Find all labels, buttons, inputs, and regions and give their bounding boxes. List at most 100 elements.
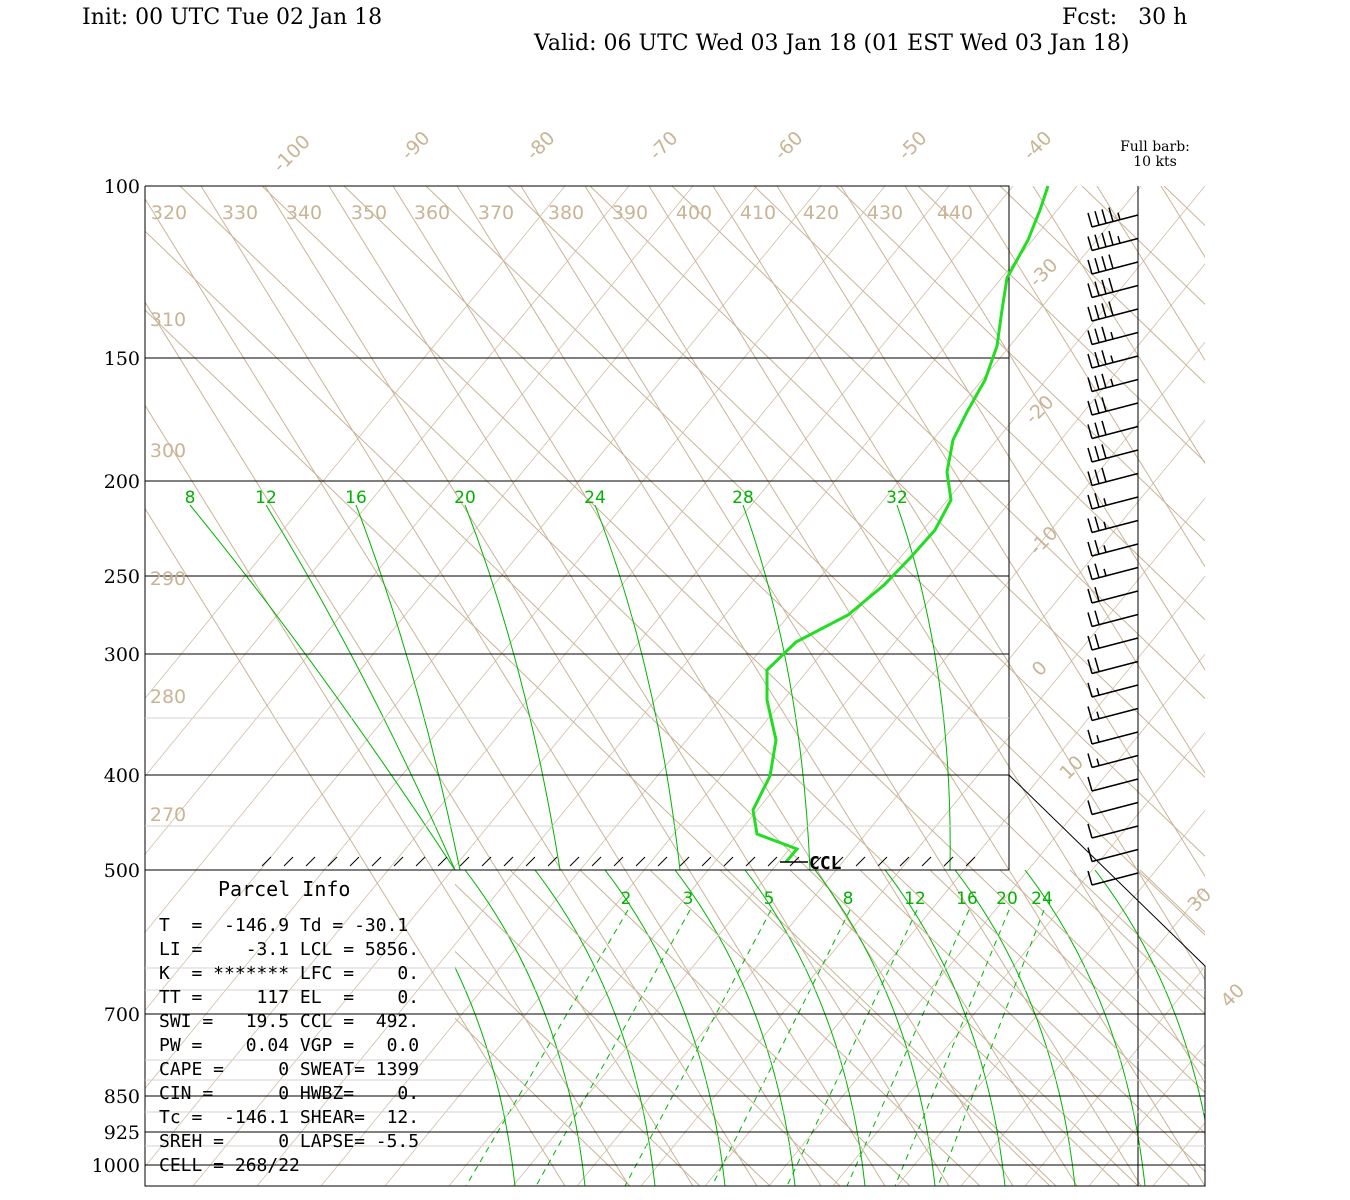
barb-full <box>1087 612 1093 627</box>
barb-shaft <box>1091 449 1139 463</box>
wind-barb <box>1087 444 1139 463</box>
dry-adiabat-cross <box>960 887 1205 1186</box>
mixing-ratio-label: 24 <box>1031 889 1053 909</box>
dry-adiabat <box>712 186 1205 981</box>
barb-shaft <box>1091 684 1139 698</box>
wind-barb <box>1087 610 1139 628</box>
wind-barb <box>1087 492 1139 510</box>
moist-adiabat-label: 8 <box>185 488 196 508</box>
hatch-mark <box>305 856 316 867</box>
barb-full <box>1087 283 1093 298</box>
moist-adiabat-label: 16 <box>345 488 367 508</box>
hatch-mark <box>415 856 426 867</box>
wind-barb <box>1087 467 1139 487</box>
dry-adiabat-lower <box>455 950 701 1186</box>
barb-full <box>1108 254 1114 269</box>
valid-time: Valid: 06 UTC Wed 03 Jan 18 (01 EST Wed … <box>534 31 1130 56</box>
isotherm-line <box>671 186 1205 700</box>
dry-adiabat <box>584 186 1205 1186</box>
barb-full <box>1101 232 1107 248</box>
wind-barb <box>1087 539 1139 557</box>
mixing-ratio-label: 2 <box>621 889 632 909</box>
barb-full <box>1087 259 1093 275</box>
dry-adiabat-cross <box>145 186 566 699</box>
barb-shaft <box>1091 872 1139 886</box>
pressure-labels: 100 150 200 250 300 400 500 700 850 925 1000 <box>92 176 140 1177</box>
dry-adiabat-cross <box>1217 186 1350 1186</box>
mixing-ratio-line <box>711 909 851 1186</box>
pressure-lines <box>145 357 1205 1166</box>
wind-barb <box>1087 706 1139 722</box>
barb-full <box>1094 657 1100 672</box>
hatch-mark <box>283 856 294 867</box>
barb-half <box>1117 236 1121 244</box>
barb-half <box>1103 498 1107 506</box>
init-time: Init: 00 UTC Tue 02 Jan 18 <box>82 5 383 30</box>
barb-full <box>1094 281 1100 296</box>
dry-adiabat-cross <box>320 186 1142 1186</box>
barb-full <box>1087 659 1093 674</box>
dry-adiabat-cross <box>145 186 886 1090</box>
moist-adiabat <box>742 504 811 870</box>
dry-adiabat-lower <box>859 870 1191 1186</box>
barb-shaft <box>1091 402 1139 416</box>
pressure-label: 300 <box>104 644 140 666</box>
theta-label: 280 <box>150 686 186 708</box>
dry-adiabat-cross <box>256 186 1078 1186</box>
hatch-mark <box>855 856 866 867</box>
parcel-info-line: LI = -3.1 LCL = 5856. <box>159 939 419 960</box>
dry-adiabat <box>1289 186 1350 1186</box>
mixing-ratio-label: 20 <box>996 889 1018 909</box>
dry-adiabat <box>264 186 886 1186</box>
dry-adiabat-lower <box>929 870 1205 1135</box>
hatch-mark <box>899 856 910 867</box>
hatch-mark <box>745 856 756 867</box>
hatch-mark <box>943 856 954 867</box>
barb-full <box>1087 635 1093 651</box>
mixing-ratio-line <box>937 909 1045 1186</box>
barb-full <box>1101 303 1107 318</box>
wind-barb <box>1087 326 1139 346</box>
isotherm-line <box>1328 186 1350 1186</box>
isotherm-label: -90 <box>397 127 435 165</box>
mixing-ratio-label: 16 <box>956 889 978 909</box>
dry-adiabat-cross <box>448 263 1205 1186</box>
hatch-mark <box>261 856 272 867</box>
hatch-mark <box>767 856 778 867</box>
barb-shaft <box>1091 825 1139 839</box>
theta-label: 360 <box>414 202 450 224</box>
isotherm-label: -20 <box>1021 391 1059 429</box>
mixing-ratio-line <box>624 909 772 1186</box>
dry-adiabat <box>200 186 822 1186</box>
barb-full <box>1087 776 1093 792</box>
theta-label: 290 <box>150 568 186 590</box>
hatch-mark <box>657 856 668 867</box>
mixing-ratio-label: 3 <box>683 889 694 909</box>
barb-full <box>1087 447 1093 463</box>
moist-adiabat-lower <box>464 870 586 1186</box>
hatch-mark <box>811 856 822 867</box>
barb-half <box>1110 378 1114 387</box>
dry-adiabat-lower <box>999 870 1205 1067</box>
pressure-label: 150 <box>104 348 140 370</box>
barb-shaft <box>1091 754 1139 769</box>
lower-isopleths <box>455 870 1205 1186</box>
isotherm-label: 0 <box>1028 657 1052 681</box>
barb-shaft <box>1091 778 1139 792</box>
barb-shaft <box>1091 237 1139 252</box>
isotherm-line <box>507 186 1205 857</box>
isotherm-line <box>589 186 1205 779</box>
barb-shaft <box>1091 214 1139 228</box>
dry-adiabat-cross <box>640 497 1205 1186</box>
barb-full <box>1094 375 1100 390</box>
barb-full <box>1101 444 1107 459</box>
barb-full <box>1087 306 1093 322</box>
dry-adiabat <box>1096 186 1205 362</box>
barb-half <box>1096 687 1100 696</box>
barb-full <box>1087 682 1093 698</box>
hatch-mark <box>327 856 338 867</box>
parcel-info-line: CIN = 0 HWBZ= 0. <box>159 1083 419 1104</box>
barb-shaft <box>1091 543 1139 557</box>
dry-adiabat-lower <box>455 883 771 1186</box>
dry-adiabat-lower <box>649 870 981 1186</box>
